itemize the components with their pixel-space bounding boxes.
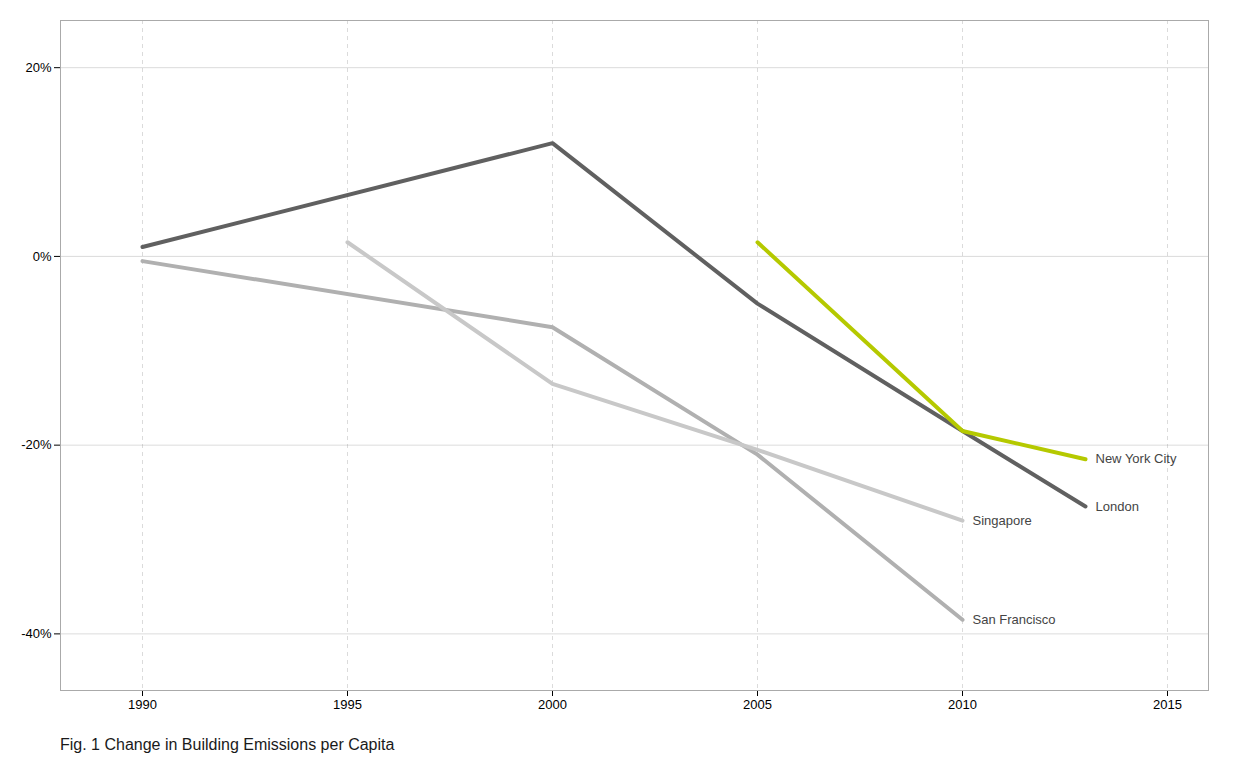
svg-text:20%: 20% <box>25 60 51 75</box>
svg-text:2010: 2010 <box>948 697 977 712</box>
svg-text:1995: 1995 <box>333 697 362 712</box>
svg-text:0%: 0% <box>33 249 52 264</box>
svg-text:-40%: -40% <box>21 626 52 641</box>
svg-text:Singapore: Singapore <box>973 513 1032 528</box>
svg-text:-20%: -20% <box>21 437 52 452</box>
svg-text:2000: 2000 <box>538 697 567 712</box>
svg-text:London: London <box>1096 499 1139 514</box>
svg-text:New York City: New York City <box>1096 451 1177 466</box>
html-text:Fig. 1 Change in Building Emis: Fig. 1 Change in Building Emissions per … <box>60 736 395 753</box>
svg-text:2005: 2005 <box>743 697 772 712</box>
svg-text:2015: 2015 <box>1153 697 1182 712</box>
svg-text:San Francisco: San Francisco <box>973 612 1056 627</box>
svg-text:1990: 1990 <box>128 697 157 712</box>
